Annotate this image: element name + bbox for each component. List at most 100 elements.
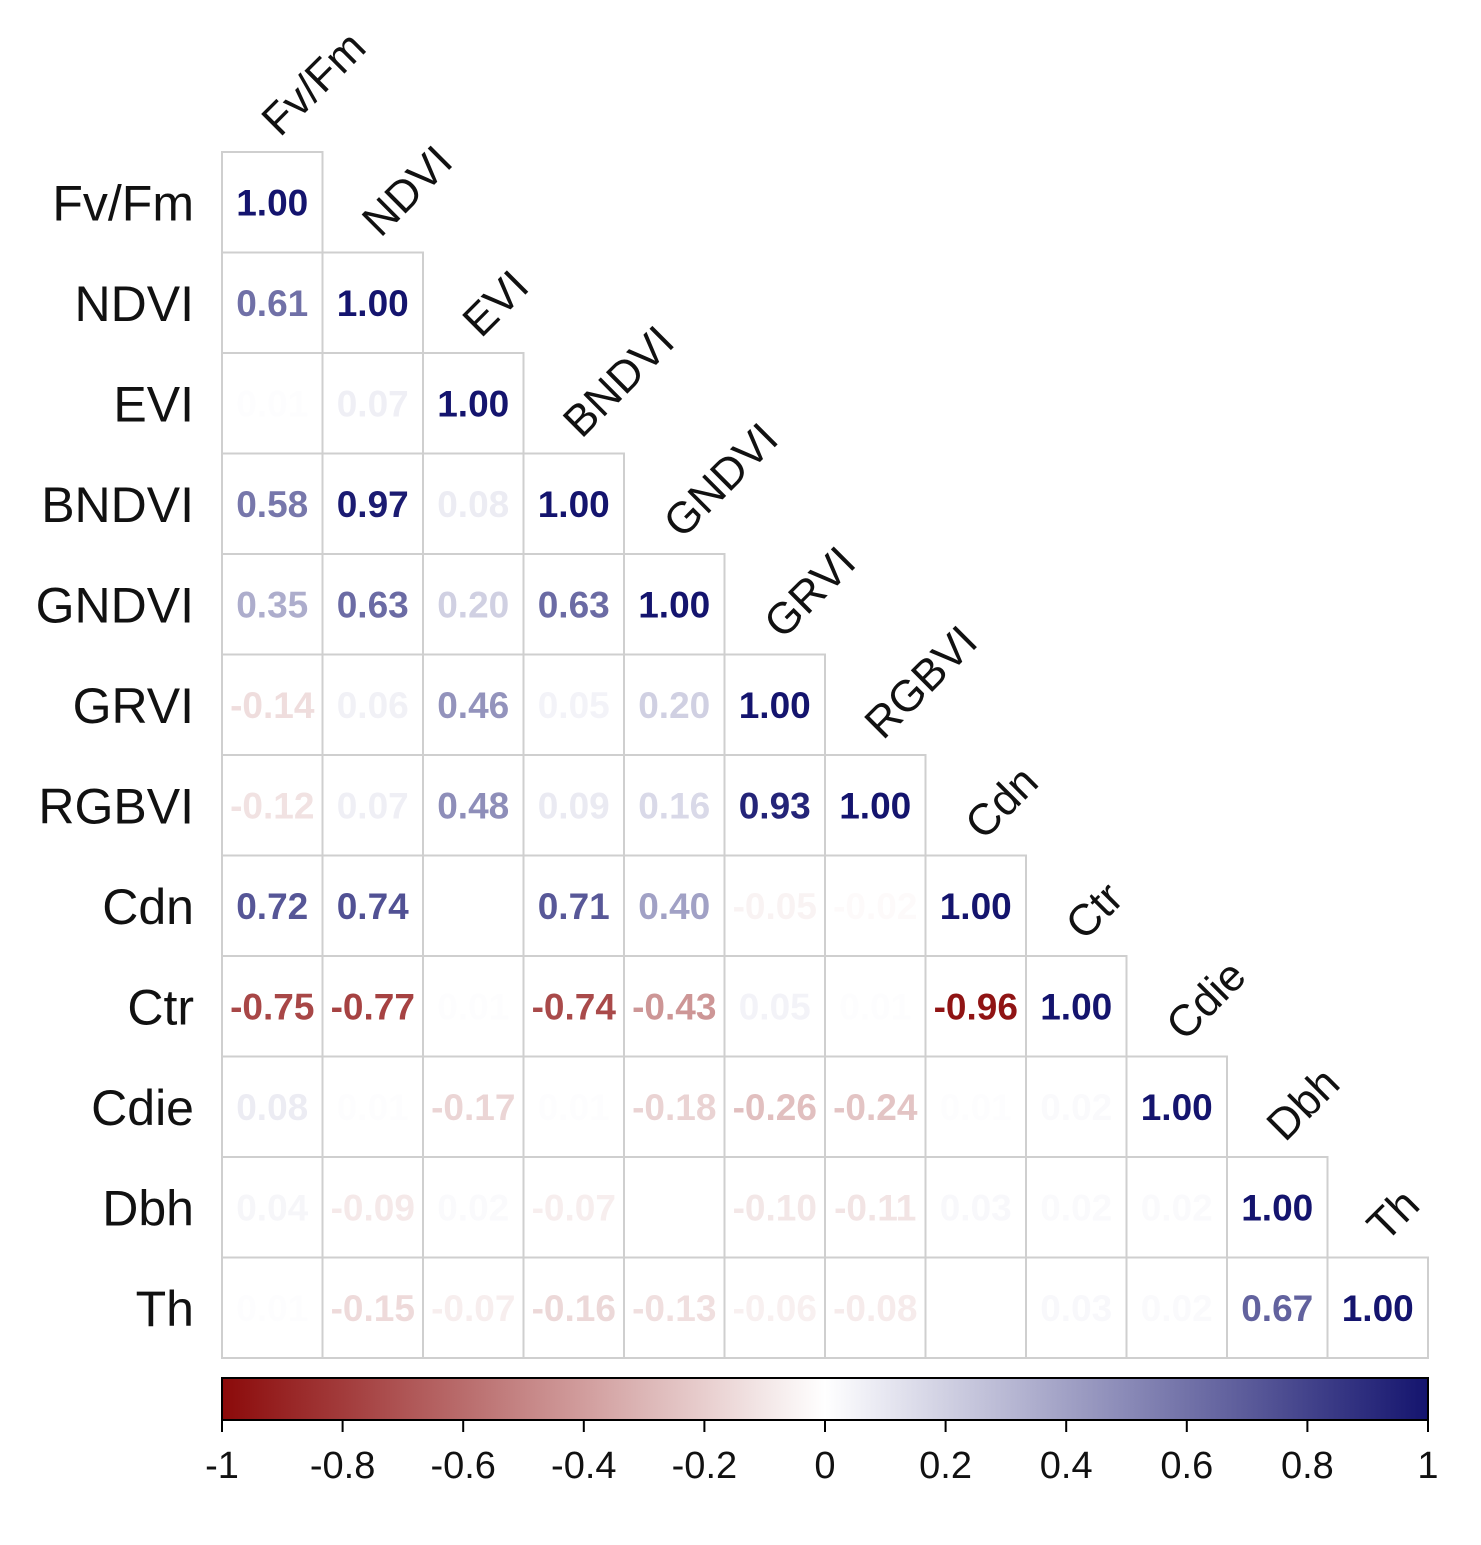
cell-value: 0.04: [236, 1187, 308, 1228]
cell-value: 1.00: [739, 685, 811, 726]
row-label: RGBVI: [38, 778, 194, 834]
row-label: Dbh: [102, 1180, 194, 1236]
cell-value: 0.01: [236, 1288, 308, 1329]
cell-value: 1.00: [337, 283, 409, 324]
cell-box: [422, 653, 525, 756]
cell-value: 0.16: [638, 785, 710, 826]
row-label: GNDVI: [36, 577, 194, 633]
cell-box: [422, 1055, 525, 1158]
colorbar-tick-label: -0.4: [551, 1445, 616, 1487]
cell-box: [221, 151, 324, 254]
cell-box: [824, 754, 927, 857]
row-label: Th: [136, 1281, 194, 1337]
cell-value: -0.17: [431, 1087, 515, 1128]
cell-box: [723, 1156, 826, 1259]
cell-value: 0.58: [236, 484, 308, 525]
cell-box: [221, 754, 324, 857]
cell-value: 0.46: [437, 685, 509, 726]
cell-value: 0.01: [940, 1087, 1012, 1128]
cell-box: [422, 352, 525, 455]
cell-box: [221, 955, 324, 1058]
cell-value: 1.00: [538, 484, 610, 525]
cell-value: 0.05: [739, 986, 811, 1027]
cell-box: [924, 1256, 1027, 1359]
cell-value: -0.74: [532, 986, 617, 1027]
cell-value: 0.02: [437, 1187, 509, 1228]
column-label: RGBVI: [855, 617, 986, 748]
cell-value: -0.24: [833, 1087, 918, 1128]
cell-value: -0.96: [934, 986, 1018, 1027]
cell-value: 0.08: [437, 484, 509, 525]
cell-value: 0.40: [638, 886, 710, 927]
row-label: NDVI: [75, 276, 194, 332]
cell-value: 0.05: [538, 685, 610, 726]
cell-box: [1226, 1256, 1329, 1359]
cell-box: [1125, 1256, 1228, 1359]
cell-value: 0.03: [1040, 1288, 1112, 1329]
cell-box: [221, 653, 324, 756]
cell-box: [422, 955, 525, 1058]
cell-value: -0.18: [632, 1087, 716, 1128]
row-label: BNDVI: [41, 477, 194, 533]
row-label: Ctr: [127, 979, 194, 1035]
cell-box: [522, 1256, 625, 1359]
cell-value: -0.12: [230, 785, 314, 826]
cell-box: [221, 854, 324, 957]
cell-value: 1.00: [1040, 986, 1112, 1027]
cell-value: 0.67: [1241, 1288, 1313, 1329]
cell-value: 0.35: [236, 584, 308, 625]
cell-box: [1226, 1156, 1329, 1259]
cell-value: -0.13: [632, 1288, 716, 1329]
column-label: GRVI: [755, 537, 865, 647]
cell-box: [1025, 1156, 1128, 1259]
cell-value: 0.74: [337, 886, 409, 927]
colorbar-tick-label: -0.2: [672, 1445, 737, 1487]
cell-value: 1.00: [638, 584, 710, 625]
cell-box: [321, 251, 424, 354]
cell-value: 0.63: [337, 584, 409, 625]
cell-value: 0.71: [538, 886, 610, 927]
cell-value: 0.97: [337, 484, 409, 525]
cell-box: [422, 854, 525, 957]
cell-value: 0.02: [1040, 1087, 1112, 1128]
cell-value: 0.08: [236, 1087, 308, 1128]
cell-value: 1.00: [236, 182, 308, 223]
column-label: GNDVI: [654, 414, 787, 547]
cell-value: -0.05: [733, 886, 817, 927]
cell-value: 0.93: [739, 785, 811, 826]
row-label: Cdn: [102, 879, 194, 935]
cell-box: [321, 452, 424, 555]
colorbar-tick-label: 0.2: [919, 1445, 972, 1487]
cell-box: [522, 955, 625, 1058]
cell-box: [723, 955, 826, 1058]
cell-box: [924, 1055, 1027, 1158]
cell-value: 0.00: [437, 886, 509, 927]
cell-value: 0.03: [940, 1187, 1012, 1228]
cell-box: [321, 553, 424, 656]
cell-box: [1326, 1256, 1429, 1359]
row-label: GRVI: [73, 678, 194, 734]
cell-value: 0.20: [638, 685, 710, 726]
column-label: NDVI: [353, 137, 462, 246]
cell-value: -0.14: [230, 685, 315, 726]
cell-value: 0.63: [538, 584, 610, 625]
cell-box: [723, 1256, 826, 1359]
cell-box: [623, 653, 726, 756]
cell-value: 0.61: [236, 283, 308, 324]
cell-value: -0.16: [532, 1288, 616, 1329]
cell-value: -0.09: [331, 1187, 415, 1228]
cell-value: -0.10: [733, 1187, 817, 1228]
cell-value: 0.06: [337, 685, 409, 726]
cell-box: [1025, 1256, 1128, 1359]
cell-value: 0.48: [437, 785, 509, 826]
cell-box: [321, 1256, 424, 1359]
cell-value: 0.09: [538, 785, 610, 826]
cell-value: 0.00: [638, 1187, 710, 1228]
colorbar-tick-label: 1: [1417, 1445, 1438, 1487]
cell-box: [824, 955, 927, 1058]
cell-value: 1.00: [839, 785, 911, 826]
colorbar: [221, 1377, 1429, 1421]
cell-box: [221, 1256, 324, 1359]
row-label: Fv/Fm: [52, 175, 194, 231]
